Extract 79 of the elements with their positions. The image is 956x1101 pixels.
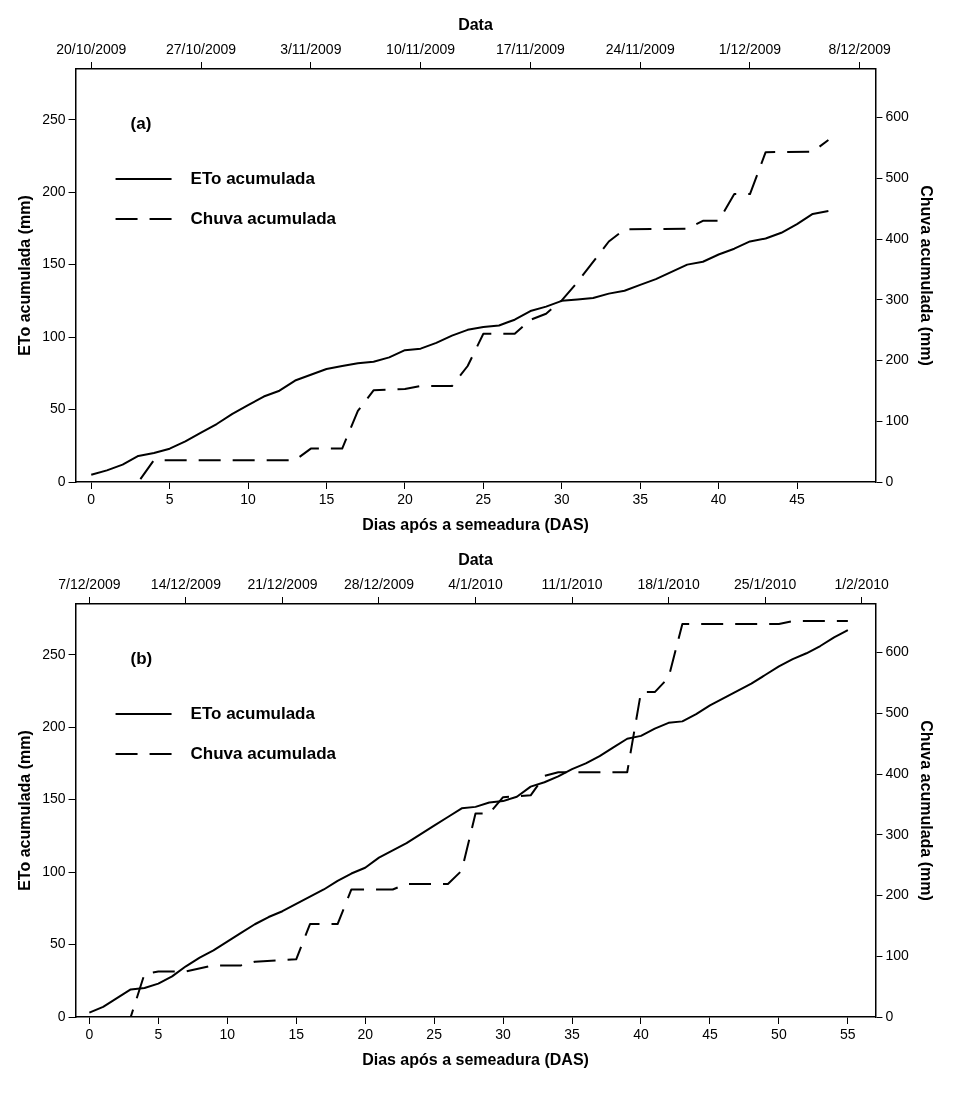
x-tick-label: 35 [564,1026,581,1043]
x2-axis-title: Data [458,551,493,569]
x-tick-label: 20 [397,491,413,508]
y2-tick-label: 0 [885,472,894,489]
x2-tick-label: 18/1/2010 [637,576,700,593]
y2-tick-label: 500 [885,704,910,721]
x-tick-label: 20 [357,1026,374,1043]
x-tick-label: 5 [154,1026,163,1043]
y2-tick-label: 100 [885,947,910,964]
y-axis-title: ETo acumulada (mm) [16,195,34,356]
x-tick-label: 45 [702,1026,718,1043]
y-tick-label: 0 [57,1007,66,1024]
x2-tick-label: 10/11/2009 [386,41,456,58]
x-tick-label: 55 [840,1026,856,1043]
x-axis-title: Dias após a semeadura (DAS) [362,1050,589,1068]
legend-label: ETo acumulada [190,703,316,723]
y-tick-label: 150 [42,790,66,807]
x-tick-label: 35 [632,491,649,508]
y-tick-label: 150 [42,255,66,272]
x-tick-label: 25 [426,1026,443,1043]
x-tick-label: 0 [85,1026,94,1043]
x2-axis-title: Data [458,16,493,34]
x2-tick-label: 28/12/2009 [343,576,415,593]
x2-tick-label: 3/11/2009 [280,41,342,58]
annotation: (b) [130,648,153,668]
x-tick-label: 25 [475,491,492,508]
y-tick-label: 200 [42,183,66,200]
y2-tick-label: 300 [885,290,910,307]
x2-tick-label: 8/12/2009 [828,41,892,58]
x-tick-label: 15 [318,491,335,508]
x-tick-label: 30 [495,1026,512,1043]
y-tick-label: 50 [49,935,66,952]
x2-tick-label: 11/1/2010 [541,576,603,593]
x2-tick-label: 4/1/2010 [448,576,503,593]
y-tick-label: 0 [57,472,66,489]
x2-tick-label: 27/10/2009 [165,41,237,58]
x-tick-label: 30 [553,491,570,508]
y2-tick-label: 400 [885,229,910,246]
x2-tick-label: 14/12/2009 [150,576,222,593]
y2-tick-label: 400 [885,764,910,781]
y-tick-label: 50 [49,400,66,417]
y-tick-label: 250 [42,110,66,127]
x-tick-label: 50 [771,1026,787,1043]
y2-axis-title: Chuva acumulada (mm) [917,720,935,901]
y2-tick-label: 600 [885,108,910,125]
x-tick-label: 5 [165,491,174,508]
x2-tick-label: 7/12/2009 [58,576,121,593]
annotation: (a) [130,113,152,133]
y2-tick-label: 200 [885,351,910,368]
y2-tick-label: 100 [885,412,910,429]
x-tick-label: 10 [240,491,257,508]
x-tick-label: 0 [87,491,96,508]
y2-tick-label: 0 [885,1007,894,1024]
y-tick-label: 200 [42,718,66,735]
x2-tick-label: 24/11/2009 [605,41,675,58]
y-tick-label: 250 [42,645,66,662]
x2-tick-label: 25/1/2010 [733,576,797,593]
legend-label: ETo acumulada [190,168,316,188]
y-tick-label: 100 [42,327,66,344]
x2-tick-label: 1/12/2009 [718,41,782,58]
x-tick-label: 40 [710,491,727,508]
x-axis-title: Dias após a semeadura (DAS) [362,515,589,533]
x2-tick-label: 1/2/2010 [834,576,890,593]
x-tick-label: 45 [789,491,806,508]
x-tick-label: 40 [633,1026,649,1043]
y2-tick-label: 200 [885,886,910,903]
x-tick-label: 15 [288,1026,305,1043]
y2-tick-label: 600 [885,643,910,660]
legend-label: Chuva acumulada [190,208,337,228]
y2-tick-label: 500 [885,169,910,186]
y2-tick-label: 300 [885,825,910,842]
x2-tick-label: 21/12/2009 [247,576,318,593]
y-axis-title: ETo acumulada (mm) [16,730,34,891]
y-tick-label: 100 [42,862,66,879]
legend-label: Chuva acumulada [190,743,337,763]
x2-tick-label: 20/10/2009 [56,41,127,58]
y2-axis-title: Chuva acumulada (mm) [917,185,935,366]
x2-tick-label: 17/11/2009 [495,41,566,58]
x-tick-label: 10 [219,1026,236,1043]
